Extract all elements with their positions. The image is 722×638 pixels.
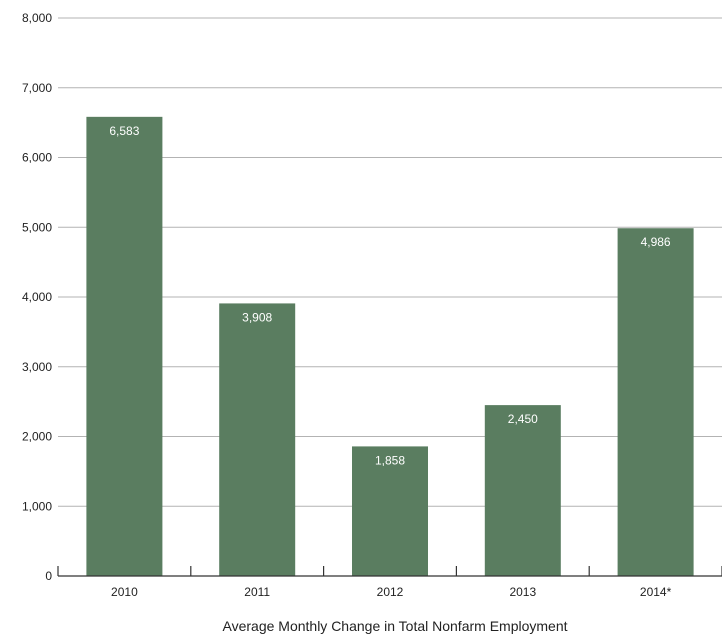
x-tick-label: 2013: [509, 585, 536, 599]
y-tick-label: 3,000: [22, 360, 52, 374]
x-axis: [57, 566, 722, 577]
x-axis-ticks: 2010 2011 2012 2013 2014*: [111, 585, 672, 599]
y-axis-ticks: 0 1,000 2,000 3,000 4,000 5,000 6,000 7,000 8,00…: [22, 11, 52, 583]
y-tick-label: 7,000: [22, 81, 52, 95]
y-tick-label: 4,000: [22, 290, 52, 304]
x-axis-title: Average Monthly Change in Total Nonfarm …: [223, 618, 568, 634]
y-tick-label: 6,000: [22, 151, 52, 165]
y-tick-label: 5,000: [22, 220, 52, 234]
x-tick-label: 2011: [244, 585, 270, 599]
x-tick-label: 2014*: [640, 585, 672, 599]
x-tick-label: 2010: [111, 585, 138, 599]
bar-2014: [617, 228, 694, 576]
grid-lines: [58, 17, 722, 507]
bar-2012: [352, 446, 428, 576]
y-tick-label: 1,000: [22, 499, 52, 513]
bar-value-label: 3,908: [242, 310, 272, 324]
y-tick-label: 8,000: [22, 11, 52, 25]
bar-value-label: 4,986: [641, 235, 671, 249]
y-tick-label: 2,000: [22, 430, 52, 444]
y-tick-label: 0: [45, 569, 52, 583]
x-tick-label: 2012: [377, 585, 404, 599]
bars: [86, 116, 694, 576]
bar-2011: [219, 303, 296, 576]
bar-value-label: 1,858: [375, 453, 405, 467]
bar-2010: [86, 116, 163, 576]
bar-value-label: 2,450: [508, 412, 538, 426]
bar-2013: [484, 405, 561, 576]
bar-value-label: 6,583: [109, 124, 139, 138]
data-labels: 6,583 3,908 1,858 2,450 4,986: [109, 124, 671, 468]
